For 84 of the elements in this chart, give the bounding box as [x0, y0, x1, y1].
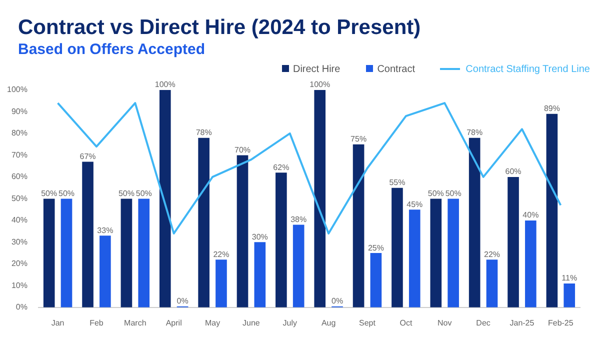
bar	[564, 283, 576, 308]
bar	[508, 176, 519, 308]
bar	[138, 198, 150, 308]
data-label: 30%	[252, 232, 268, 242]
y-tick-label: 60%	[11, 172, 28, 182]
data-label: 40%	[522, 210, 539, 220]
data-label: 67%	[80, 152, 96, 161]
data-label: 38%	[290, 214, 307, 224]
bar	[430, 198, 442, 308]
bar	[159, 90, 171, 308]
x-tick-label: Feb-25	[548, 318, 574, 328]
data-label: 100%	[154, 80, 176, 90]
data-label: 22%	[213, 250, 230, 259]
x-tick-label: Jan	[51, 318, 64, 328]
x-tick-label: July	[282, 318, 298, 328]
data-label: 62%	[273, 162, 290, 172]
bar	[43, 198, 55, 308]
data-label: 78%	[466, 128, 483, 138]
y-tick-label: 10%	[11, 280, 28, 290]
data-label: 50%	[118, 188, 134, 198]
x-tick-label: Aug	[321, 318, 336, 328]
y-tick-label: 90%	[11, 106, 28, 116]
bar	[100, 236, 111, 308]
bar	[408, 210, 420, 308]
bar	[120, 198, 132, 308]
x-tick-label: June	[242, 318, 260, 328]
x-tick-label: Nov	[438, 318, 452, 328]
bar	[276, 172, 287, 308]
data-label: 50%	[41, 188, 58, 198]
data-label: 50%	[445, 188, 462, 198]
data-label: 25%	[368, 243, 384, 252]
x-tick-label: May	[204, 318, 220, 328]
data-label: 33%	[97, 226, 114, 235]
y-tick-label: 40%	[11, 216, 28, 225]
bar	[525, 220, 536, 308]
bar	[486, 260, 498, 308]
data-label: 22%	[484, 250, 500, 259]
data-label: 78%	[196, 128, 212, 138]
legend-label: Direct Hire	[292, 64, 340, 75]
data-label: 100%	[310, 80, 330, 90]
bar	[392, 188, 403, 308]
bar	[254, 242, 266, 308]
y-tick-label: 0%	[16, 302, 28, 312]
data-label: 50%	[428, 188, 444, 198]
x-tick-label: March	[124, 318, 146, 328]
data-label: 70%	[234, 145, 251, 154]
y-tick-label: 100%	[6, 85, 28, 94]
bar	[546, 114, 558, 308]
bar	[448, 198, 459, 308]
data-label: 89%	[544, 104, 560, 114]
y-tick-label: 30%	[11, 237, 28, 246]
y-tick-label: 80%	[11, 128, 28, 138]
x-tick-label: Jan-25	[510, 318, 535, 328]
x-tick-label: Dec	[476, 318, 490, 328]
chart-title: Contract vs Direct Hire (2024 to Present)	[18, 16, 421, 40]
data-label: 50%	[136, 188, 152, 198]
bar	[352, 144, 364, 308]
bar	[292, 224, 304, 308]
bar	[370, 253, 382, 308]
chart-subtitle: Based on Offers Accepted	[18, 41, 205, 58]
bar	[60, 198, 72, 308]
data-label: 0%	[176, 296, 188, 306]
data-label: 45%	[406, 200, 423, 209]
bar	[314, 90, 326, 308]
y-tick-label: 70%	[11, 150, 28, 160]
legend-label: Contract Staffing Trend Line	[464, 64, 590, 75]
data-label: 55%	[389, 178, 406, 188]
x-tick-label: April	[166, 318, 182, 328]
data-label: 60%	[505, 167, 522, 176]
data-label: 50%	[58, 188, 75, 198]
bar	[236, 155, 248, 308]
data-label: 11%	[562, 274, 578, 283]
x-tick-label: Sept	[359, 318, 376, 328]
bar	[216, 260, 227, 308]
bar	[198, 138, 210, 308]
x-tick-label: Oct	[400, 318, 413, 328]
x-tick-label: Feb	[90, 318, 104, 328]
bar	[82, 162, 94, 308]
data-label: 75%	[350, 134, 367, 144]
y-tick-label: 20%	[11, 259, 28, 268]
legend-label: Contract	[376, 64, 415, 75]
data-label: 0%	[331, 296, 344, 306]
bar	[468, 138, 480, 308]
y-tick-label: 50%	[11, 194, 28, 203]
